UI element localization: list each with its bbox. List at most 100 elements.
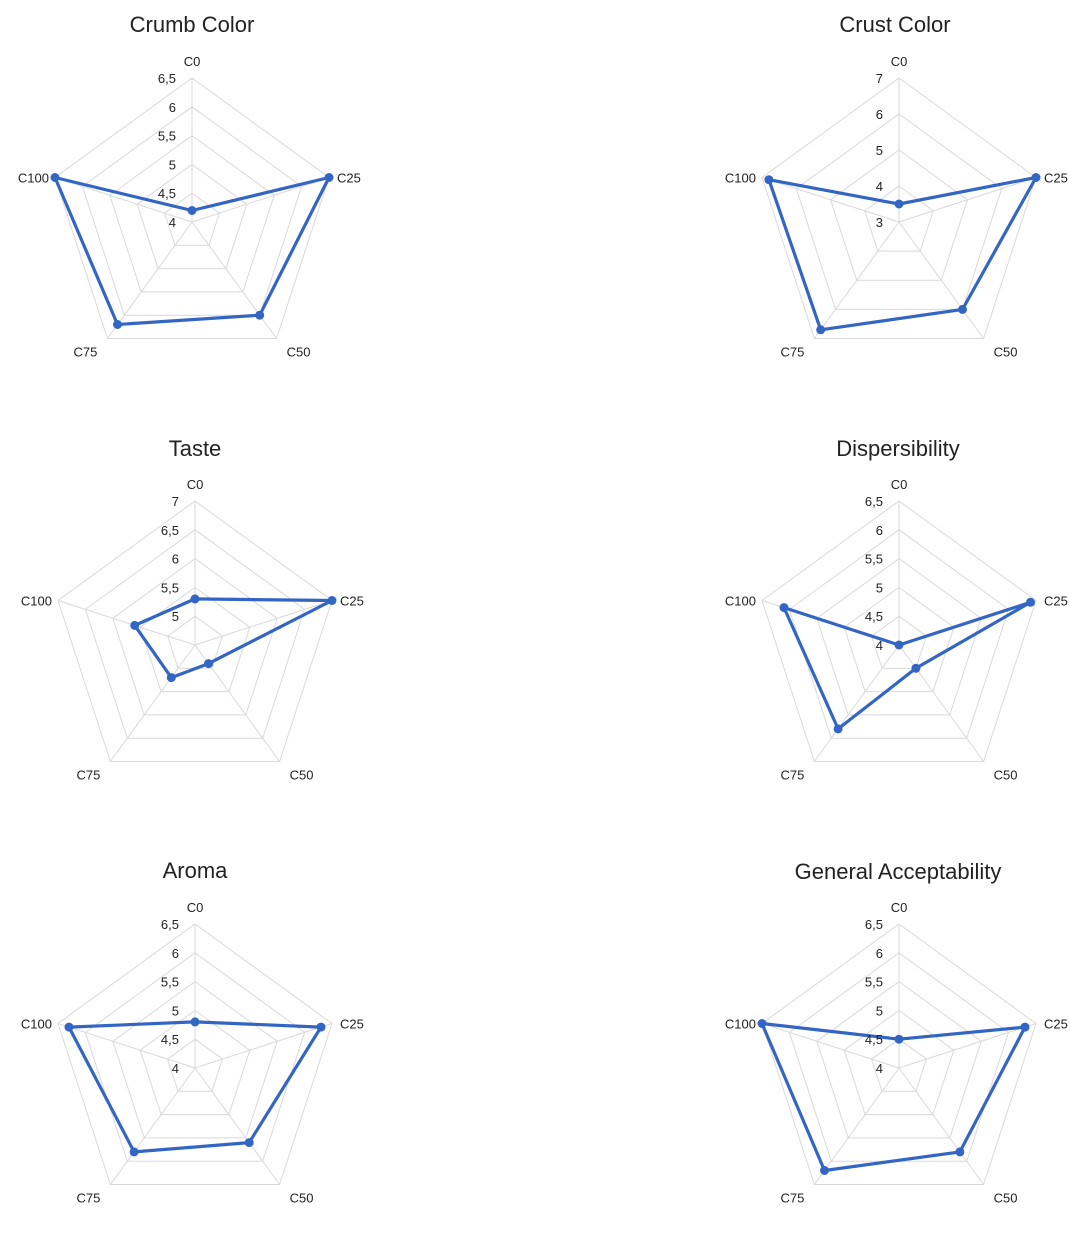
data-point-c0 [187,206,197,215]
tick-label: 4 [876,179,883,194]
tick-label: 5,5 [865,552,883,567]
tick-label: 5,5 [161,975,179,990]
radar-chart-crust-color: Crust Color 3 4 5 6 7 C0 C25 C50 C75 C100 [650,0,1070,390]
category-label-c75: C75 [74,345,98,360]
category-label-c50: C50 [290,1191,314,1206]
category-label-c0: C0 [891,54,908,69]
category-label-c50: C50 [994,345,1018,360]
data-point-c0 [894,640,904,650]
category-label-c25: C25 [1044,1017,1068,1032]
category-label-c50: C50 [290,768,314,783]
category-label-c50: C50 [994,1191,1018,1206]
axis-spoke [898,1067,985,1185]
category-label-c0: C0 [891,900,908,915]
axis-spoke [898,644,985,762]
tick-label: 6,5 [161,523,179,538]
grid-ring [843,1009,955,1116]
data-point-c0 [894,199,904,209]
radar-chart-crumb-color: Crumb Color 4 4,5 5 5,5 6 6,5 C0 C25 C50 C75 C100 [0,0,420,390]
category-label-c100: C100 [21,594,52,609]
tick-label: 4,5 [161,1032,179,1047]
category-label-c25: C25 [337,171,361,186]
grid-ring [139,1009,251,1116]
data-point-c50 [955,1147,965,1157]
data-point-c50 [204,659,213,669]
radar-chart-taste: Taste 5 5,5 6 6,5 7 C0 C25 C50 C75 C100 [0,425,420,815]
category-label-c25: C25 [1044,594,1068,609]
radar-chart-dispersibility: Dispersibility 4 4,5 5 5,5 6 6,5 C0 C25 C50 C75 C1… [650,425,1070,815]
data-point-c25 [1026,597,1035,607]
grid-ring [84,529,306,739]
tick-label: 7 [876,71,883,86]
category-label-c75: C75 [781,345,805,360]
data-point-c0 [190,594,200,604]
data-point-c75 [113,320,122,329]
category-label-c100: C100 [725,171,756,186]
series-line [760,1021,1027,1173]
tick-label: 6 [172,552,179,567]
category-label-c0: C0 [187,900,204,915]
axis-spoke [898,221,985,339]
tick-label: 6 [172,946,179,961]
axis-spoke [813,221,900,339]
tick-label: 5 [169,157,176,172]
category-label-c100: C100 [725,1017,756,1032]
axis-spoke [761,1023,900,1069]
grid-ring [57,500,333,762]
tick-label: 6,5 [865,494,883,509]
grid-ring [81,106,303,316]
tick-label: 7 [172,494,179,509]
tick-label: 5 [172,609,179,624]
category-label-c100: C100 [21,1017,52,1032]
axis-spoke [194,1023,333,1069]
tick-label: 6 [169,100,176,115]
data-point-c100 [50,173,60,182]
series-line [53,175,331,327]
series-line [767,175,1038,332]
axis-spoke [191,221,278,339]
tick-label: 6 [876,107,883,122]
grid-ring [864,185,934,252]
data-point-c100 [64,1022,74,1032]
category-label-c0: C0 [891,477,908,492]
radar-svg: Crust Color 3 4 5 6 7 C0 C25 C50 C75 C100 [725,12,1068,360]
tick-label: 5 [876,1003,883,1018]
data-point-c25 [1020,1022,1030,1032]
tick-label: 4,5 [158,186,176,201]
grid-ring [54,77,330,339]
chart-title: Aroma [163,858,229,883]
tick-label: 4 [876,1061,883,1076]
tick-label: 5,5 [865,975,883,990]
tick-label: 4,5 [865,609,883,624]
category-label-c75: C75 [77,1191,101,1206]
data-point-c100 [130,620,140,630]
category-label-c25: C25 [1044,171,1068,186]
category-label-c75: C75 [781,1191,805,1206]
radar-svg: Taste 5 5,5 6 6,5 7 C0 C25 C50 C75 C100 [21,436,364,783]
data-point-c100 [757,1019,767,1028]
tick-label: 4 [876,638,883,653]
grid-ring [788,529,1010,739]
grid-ring [871,1038,927,1092]
data-point-c75 [820,1166,829,1175]
grid-ring [871,615,927,669]
radar-chart-general-acceptability: General Acceptability 4 4,5 5 5,5 6 6,5 C0 C25 C… [650,847,1070,1237]
data-point-c75 [129,1147,139,1157]
axis-spoke [57,1023,196,1069]
category-label-c100: C100 [725,594,756,609]
figure: Crumb Color 4 4,5 5 5,5 6 6,5 C0 C25 C50 C75 C100 … [0,0,1070,1206]
category-label-c25: C25 [340,594,364,609]
series-line [782,600,1033,731]
grid-ring [761,500,1037,762]
tick-label: 6,5 [161,917,179,932]
category-label-c0: C0 [184,54,201,69]
data-point-c75 [833,724,843,734]
tick-label: 6 [876,946,883,961]
tick-label: 4 [169,215,176,230]
tick-label: 6,5 [158,71,176,86]
category-label-c75: C75 [77,768,101,783]
tick-label: 5 [876,580,883,595]
tick-label: 4 [172,1061,179,1076]
axis-spoke [106,221,193,339]
axis-spoke [109,644,196,762]
